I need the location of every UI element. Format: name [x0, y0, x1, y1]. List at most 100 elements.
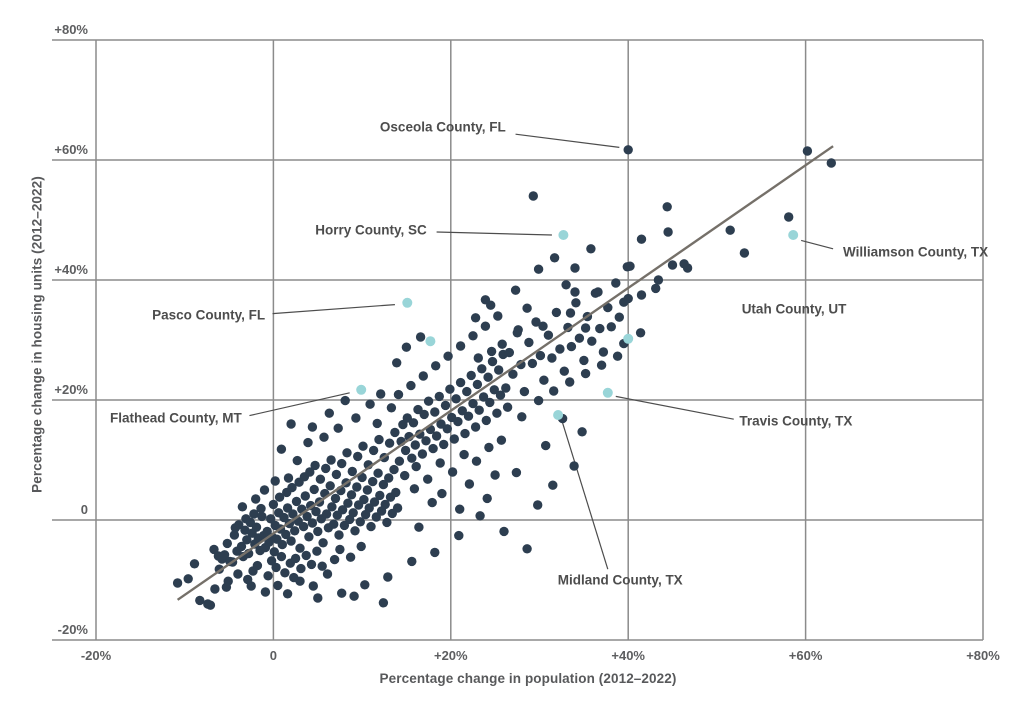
data-point	[539, 375, 549, 385]
data-point	[268, 499, 279, 510]
data-point	[266, 514, 276, 524]
data-point	[355, 517, 365, 527]
data-point	[368, 445, 379, 456]
data-point	[455, 504, 465, 514]
data-point	[533, 264, 544, 274]
y-tick-label: -20%	[58, 622, 89, 637]
data-point	[497, 339, 507, 349]
data-point	[277, 539, 287, 550]
x-tick-label: +60%	[789, 648, 823, 663]
data-point	[251, 522, 262, 532]
county-label: Horry County, SC	[315, 223, 427, 238]
data-point	[516, 359, 526, 370]
data-point	[276, 551, 287, 562]
data-point	[462, 386, 472, 397]
data-point	[350, 526, 360, 536]
data-point	[463, 411, 474, 421]
data-point	[376, 389, 386, 399]
data-point	[423, 396, 434, 406]
data-point	[480, 321, 491, 331]
data-point	[298, 521, 309, 532]
data-point	[351, 413, 361, 423]
data-point	[434, 391, 444, 402]
data-point	[352, 482, 362, 492]
data-point	[417, 449, 428, 459]
data-point	[569, 461, 579, 471]
data-point	[358, 441, 368, 451]
data-point	[486, 346, 497, 357]
data-point	[189, 559, 200, 569]
highlight-point	[402, 297, 413, 308]
highlight-point	[602, 387, 613, 398]
data-point	[242, 535, 252, 545]
data-point	[522, 544, 532, 554]
data-point	[489, 385, 499, 395]
data-point	[382, 517, 392, 528]
data-point	[326, 455, 336, 465]
data-point	[478, 392, 489, 402]
data-point	[474, 405, 484, 415]
data-point	[362, 485, 373, 495]
data-point	[251, 494, 261, 504]
data-point	[487, 356, 498, 367]
data-point	[460, 428, 470, 439]
data-point	[430, 407, 440, 417]
data-point	[330, 493, 341, 504]
data-point	[549, 253, 560, 263]
data-point	[431, 361, 441, 371]
data-point	[315, 474, 326, 484]
data-point	[490, 470, 500, 480]
data-point	[378, 479, 389, 490]
data-point	[614, 312, 624, 322]
data-point	[419, 409, 429, 420]
highlight-point	[553, 410, 564, 420]
data-point	[483, 372, 493, 382]
data-point	[428, 443, 438, 454]
x-tick-label: +80%	[966, 648, 1000, 663]
data-point	[802, 146, 813, 156]
data-point	[378, 598, 389, 608]
county-annotations: Osceola County, FL Horry County, SC Pasco …	[110, 120, 988, 588]
data-point	[304, 532, 314, 542]
data-point	[295, 543, 305, 553]
data-point	[311, 506, 321, 517]
data-point	[372, 418, 382, 429]
data-point	[471, 456, 482, 466]
data-point	[392, 358, 402, 368]
data-point	[408, 418, 419, 428]
data-point	[195, 595, 205, 606]
data-point	[290, 553, 301, 564]
data-point	[369, 497, 380, 507]
data-point	[384, 438, 395, 448]
data-point	[359, 494, 369, 505]
data-point	[725, 225, 735, 235]
data-point	[508, 369, 518, 379]
data-point	[611, 278, 621, 288]
data-point	[205, 600, 216, 610]
data-point	[301, 550, 311, 561]
data-point	[310, 460, 320, 471]
data-point	[308, 581, 318, 591]
data-point	[374, 434, 384, 445]
data-point	[636, 290, 647, 300]
leader-lines	[249, 133, 834, 570]
data-point	[549, 386, 559, 396]
data-point	[533, 395, 544, 406]
data-point	[390, 427, 400, 438]
data-point	[513, 325, 523, 335]
data-point	[606, 322, 616, 332]
data-point	[400, 445, 411, 456]
data-point	[400, 470, 410, 481]
y-tick-label: +20%	[54, 382, 88, 397]
data-point	[635, 328, 646, 338]
data-point	[559, 366, 569, 376]
data-point	[502, 402, 513, 412]
data-point	[411, 461, 421, 472]
data-point	[475, 511, 485, 521]
data-point	[365, 399, 375, 409]
data-point	[437, 488, 447, 499]
data-point	[392, 503, 403, 513]
data-point	[447, 467, 458, 477]
y-tick-label: +80%	[54, 22, 88, 37]
